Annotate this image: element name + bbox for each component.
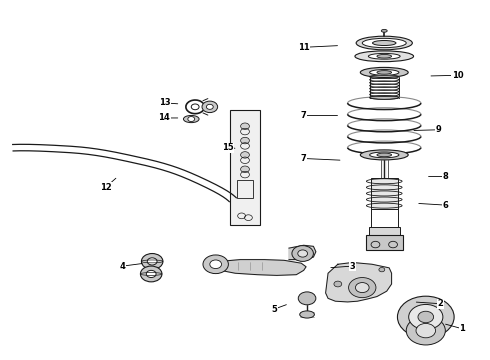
Text: 3: 3 [350, 262, 355, 271]
Circle shape [298, 292, 316, 305]
Ellipse shape [355, 51, 414, 62]
Text: 8: 8 [442, 172, 448, 181]
Circle shape [355, 283, 369, 293]
Bar [237, 180, 253, 198]
Ellipse shape [369, 96, 399, 99]
Bar [230, 110, 260, 225]
Polygon shape [213, 260, 306, 275]
Ellipse shape [300, 311, 315, 318]
Bar [368, 226, 400, 235]
Circle shape [210, 260, 221, 269]
Circle shape [334, 281, 342, 287]
Circle shape [241, 137, 249, 144]
Ellipse shape [377, 153, 392, 157]
Ellipse shape [377, 54, 392, 58]
Text: 6: 6 [442, 201, 448, 210]
Ellipse shape [368, 53, 400, 59]
Text: 5: 5 [271, 305, 277, 314]
Ellipse shape [362, 39, 406, 48]
Circle shape [206, 104, 213, 109]
Text: 10: 10 [452, 71, 464, 80]
Circle shape [348, 278, 376, 298]
Circle shape [379, 267, 385, 272]
Circle shape [147, 258, 157, 265]
Ellipse shape [360, 67, 408, 77]
Circle shape [292, 246, 314, 261]
Circle shape [409, 305, 443, 329]
Text: 2: 2 [438, 299, 443, 308]
Ellipse shape [369, 69, 399, 75]
Circle shape [203, 255, 228, 274]
Bar [371, 178, 398, 209]
Circle shape [241, 152, 249, 158]
Circle shape [188, 117, 195, 122]
Circle shape [147, 270, 156, 278]
Circle shape [241, 123, 249, 130]
Ellipse shape [356, 36, 413, 50]
Circle shape [298, 250, 308, 257]
Text: 13: 13 [159, 98, 170, 107]
Circle shape [141, 266, 162, 282]
Circle shape [202, 101, 218, 113]
Circle shape [418, 311, 434, 323]
Polygon shape [326, 262, 392, 302]
Text: 1: 1 [460, 324, 465, 333]
Text: 14: 14 [158, 113, 170, 122]
Text: 7: 7 [301, 111, 307, 120]
Circle shape [406, 316, 445, 345]
Ellipse shape [369, 152, 399, 158]
Text: 12: 12 [100, 183, 112, 192]
Circle shape [416, 323, 436, 338]
Text: 7: 7 [301, 154, 307, 163]
Bar [366, 235, 403, 250]
Text: 4: 4 [120, 262, 126, 271]
Text: 11: 11 [298, 43, 310, 52]
Circle shape [241, 166, 249, 172]
Ellipse shape [377, 71, 392, 74]
Ellipse shape [372, 41, 396, 45]
Circle shape [397, 296, 454, 338]
Ellipse shape [360, 150, 408, 160]
Circle shape [142, 253, 163, 269]
Text: 15: 15 [222, 143, 234, 152]
Ellipse shape [381, 30, 387, 32]
Circle shape [191, 104, 199, 110]
Ellipse shape [183, 116, 199, 123]
Polygon shape [289, 245, 316, 260]
Text: 9: 9 [435, 125, 441, 134]
